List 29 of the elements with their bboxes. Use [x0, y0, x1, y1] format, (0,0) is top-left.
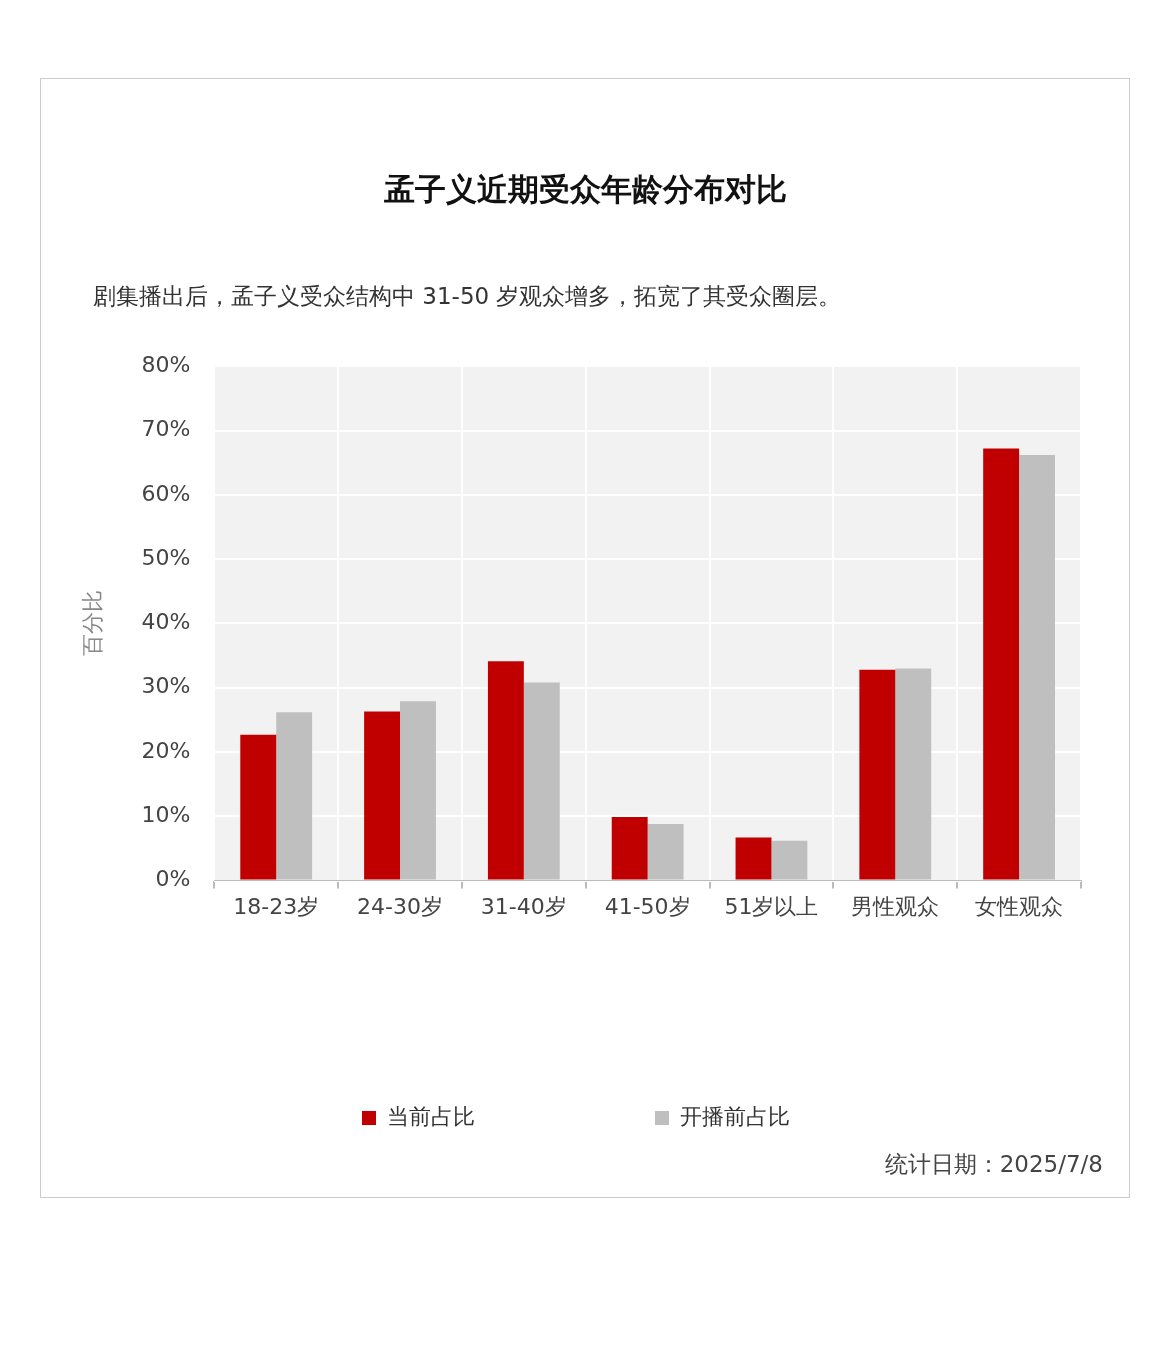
x-tick-label: 51岁以上: [724, 893, 819, 919]
legend-label: 当前占比: [387, 1103, 475, 1129]
x-tick-label: 男性观众: [851, 893, 940, 919]
bar: [487, 661, 524, 880]
text: 统计日期：2025/7/8: [884, 1150, 1103, 1179]
bar: [364, 711, 401, 880]
bar: [859, 669, 896, 880]
bar: [611, 816, 648, 880]
bar: [983, 448, 1020, 880]
y-tick-label: 0%: [155, 866, 191, 892]
chart-title: 孟子义近期受众年龄分布对比: [382, 170, 788, 209]
x-tick-label: 24-30岁: [357, 893, 443, 919]
y-tick-label: 10%: [141, 802, 191, 828]
legend-label: 开播前占比: [680, 1103, 790, 1129]
y-axis-title: 百分比: [79, 590, 105, 657]
chart-subtitle: 剧集播出后，孟子义受众结构中 31-50 岁观众增多，拓宽了其受众圈层。: [93, 282, 842, 311]
y-tick-label: 70%: [141, 416, 191, 442]
y-tick-label: 40%: [141, 609, 191, 635]
bar: [735, 837, 772, 880]
bar: [240, 734, 277, 880]
x-tick-label: 女性观众: [975, 893, 1064, 919]
x-tick-label: 31-40岁: [480, 893, 567, 919]
x-tick-label: 18-23岁: [233, 893, 320, 919]
y-tick-label: 80%: [141, 351, 191, 377]
y-tick-label: 50%: [141, 544, 191, 570]
x-tick-label: 41-50岁: [604, 893, 691, 919]
y-tick-label: 60%: [141, 480, 191, 506]
y-tick-label: 20%: [141, 737, 191, 763]
y-tick-label: 30%: [141, 673, 191, 699]
